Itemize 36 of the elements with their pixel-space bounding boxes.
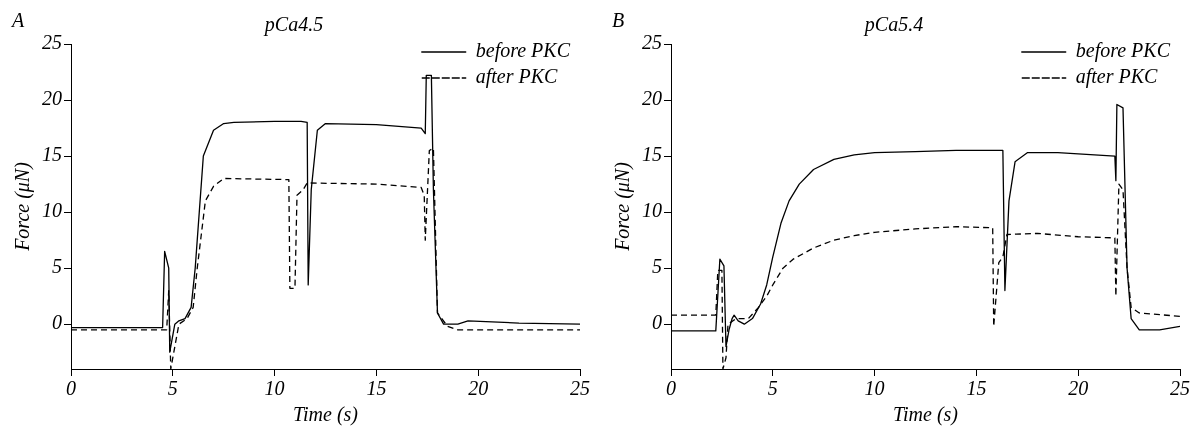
y-tick-label: 25 bbox=[42, 31, 62, 54]
legend-label: after PKC bbox=[1075, 65, 1159, 89]
y-tick-label: 15 bbox=[42, 143, 62, 166]
x-tick-label: 0 bbox=[666, 377, 676, 400]
y-tick-label: 0 bbox=[52, 311, 62, 334]
y-axis-title: Force (μN) bbox=[11, 161, 35, 252]
chart-title: pCa5.4 bbox=[862, 13, 924, 37]
legend-label: before PKC bbox=[1075, 39, 1171, 63]
text: A bbox=[10, 9, 25, 32]
y-tick-label: 15 bbox=[642, 143, 662, 166]
y-tick-label: 0 bbox=[652, 311, 662, 334]
y-tick-label: 25 bbox=[642, 31, 662, 54]
y-tick-label: 10 bbox=[642, 199, 662, 222]
y-axis-title: Force (μN) bbox=[611, 161, 635, 252]
x-tick-label: 10 bbox=[864, 377, 885, 400]
x-tick-label: 5 bbox=[767, 377, 778, 400]
legend-label: after PKC bbox=[475, 65, 559, 89]
y-tick-label: 5 bbox=[52, 255, 62, 278]
x-tick-label: 10 bbox=[264, 377, 285, 400]
x-axis-title: Time (s) bbox=[293, 403, 359, 427]
y-tick-label: 5 bbox=[652, 255, 662, 278]
legend-label: before PKC bbox=[475, 39, 571, 63]
text: B bbox=[612, 9, 625, 32]
x-tick-label: 25 bbox=[1170, 377, 1190, 400]
y-tick-label: 20 bbox=[42, 87, 62, 110]
x-tick-label: 20 bbox=[468, 377, 489, 400]
x-tick-label: 5 bbox=[167, 377, 178, 400]
x-tick-label: 20 bbox=[1068, 377, 1089, 400]
x-tick-label: 0 bbox=[66, 377, 76, 400]
x-tick-label: 25 bbox=[570, 377, 590, 400]
x-axis-title: Time (s) bbox=[893, 403, 959, 427]
chart-title: pCa4.5 bbox=[262, 13, 324, 37]
y-tick-label: 10 bbox=[42, 199, 62, 222]
x-tick-label: 15 bbox=[966, 377, 987, 400]
y-tick-label: 20 bbox=[642, 87, 662, 110]
x-tick-label: 15 bbox=[366, 377, 387, 400]
